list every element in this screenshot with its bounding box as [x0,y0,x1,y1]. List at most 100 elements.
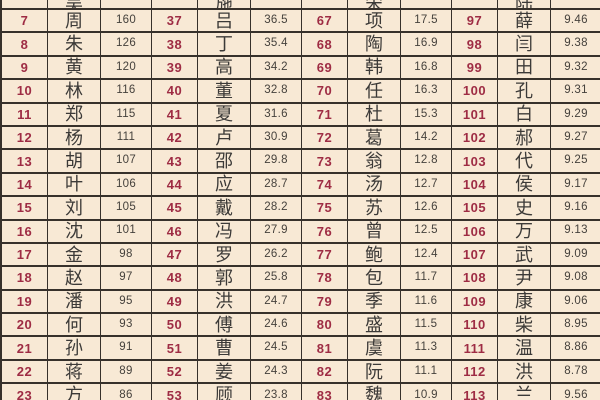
rank-cell: 50 [152,314,198,338]
surname-cell-text: 何 [65,314,83,335]
value-cell-text: 28.2 [264,201,288,214]
rank-cell: 82 [302,360,348,385]
rank-cell-text: 46 [166,223,183,239]
surname-cell: 鲍 [348,243,401,268]
rank-cell-text: 43 [166,153,183,169]
rank-cell: 10 [2,80,48,104]
surname-cell: 戴 [198,197,251,221]
surname-cell: 侯 [498,173,551,198]
rank-cell-text: 83 [316,387,333,400]
surname-cell: 任 [348,80,401,104]
surname-cell-text: 杜 [365,104,383,125]
rank-cell: 102 [452,126,498,151]
value-cell: 24.5 [251,337,302,361]
value-cell-text: 91 [119,341,133,354]
surname-cell: 卢 [198,126,251,151]
value-cell: 126 [101,33,152,57]
value-cell-text: 16.3 [414,84,438,97]
rank-cell-text: 50 [166,317,183,333]
rank-cell-text: 38 [166,36,183,52]
value-cell-text: 115 [116,107,136,120]
value-cell: 93 [101,314,152,338]
surname-cell-text: 葛 [365,127,383,148]
surname-cell-text: 陶 [365,34,383,55]
rank-cell-text: 75 [316,200,333,216]
value-cell: 24.7 [251,290,302,315]
surname-cell-text: 林 [65,80,83,101]
rank-cell: 113 [452,384,498,400]
value-cell-text: 120 [115,60,137,73]
surname-cell-text: 武 [515,244,533,265]
value-cell-text: 12.8 [414,154,438,167]
value-cell-text: 26.2 [264,247,288,260]
surname-cell: 温 [498,337,551,361]
rank-cell: 7 [2,10,48,34]
value-cell-text: 34.2 [264,60,288,73]
value-cell: 32.8 [251,80,302,104]
value-cell: 9.56 [551,384,600,400]
rank-cell-text: 53 [166,387,183,400]
surname-cell-text: 应 [215,174,233,195]
surname-cell: 胡 [48,150,101,174]
value-cell: 86 [101,384,152,400]
surname-cell-text: 丁 [215,34,233,55]
value-cell-text: 9.27 [564,130,588,143]
rank-cell [302,0,348,10]
surname-cell: 陆 [498,0,551,10]
rank-cell: 18 [2,267,48,291]
rank-cell: 9 [2,56,48,81]
rank-cell-text: 99 [466,59,483,75]
value-cell-text: 116 [116,84,136,97]
rank-cell-text: 107 [462,247,487,263]
rank-cell-text: 104 [462,176,487,192]
surname-cell-text: 薛 [515,10,533,31]
value-cell-text: 9.56 [564,388,588,400]
value-cell-text: 25.8 [264,271,288,284]
value-cell-text: 9.29 [564,107,588,120]
surname-cell: 季 [348,290,401,315]
value-cell-text: 11.1 [414,364,438,377]
surname-cell-text: 史 [515,197,533,218]
surname-cell-text: 董 [215,80,233,101]
rank-cell-text: 69 [316,59,333,75]
rank-cell: 101 [452,103,498,127]
surname-cell-text: 康 [515,291,533,312]
surname-cell-text: 冯 [215,221,233,242]
rank-cell-text: 18 [16,270,33,286]
surname-cell-text: 施 [215,0,233,10]
value-cell: 160 [101,10,152,34]
rank-cell-text: 10 [16,83,33,99]
surname-cell-text: 朱 [65,34,83,55]
value-cell: 11.7 [401,267,452,291]
value-cell: 11.1 [401,360,452,385]
value-cell: 9.31 [551,80,600,104]
surname-cell-text: 赵 [65,267,83,288]
surname-cell: 虞 [348,337,401,361]
rank-cell: 68 [302,33,348,57]
rank-cell-text: 76 [316,223,333,239]
value-cell: 35.4 [251,33,302,57]
rank-cell: 75 [302,197,348,221]
value-cell: 111 [101,126,152,151]
value-cell: 12.5 [401,220,452,244]
surname-cell-text: 田 [515,57,533,78]
surname-cell: 周 [48,10,101,34]
value-cell: 34.2 [251,56,302,81]
rank-cell: 52 [152,360,198,385]
rank-cell: 40 [152,80,198,104]
value-cell-text: 14.2 [414,130,438,143]
surname-cell: 蒋 [48,360,101,385]
value-cell-text: 12.6 [414,201,438,214]
value-cell [101,0,152,10]
surname-cell: 沈 [48,220,101,244]
rank-cell: 106 [452,220,498,244]
surname-cell-text: 姜 [215,361,233,382]
rank-cell [2,0,48,10]
value-cell-text: 98 [119,247,133,260]
surname-cell-text: 周 [65,10,83,31]
value-cell-text: 9.16 [564,201,588,214]
value-cell: 9.17 [551,174,600,198]
surname-cell: 万 [498,220,551,244]
value-cell: 16.3 [401,80,452,104]
value-cell: 28.2 [251,197,302,221]
